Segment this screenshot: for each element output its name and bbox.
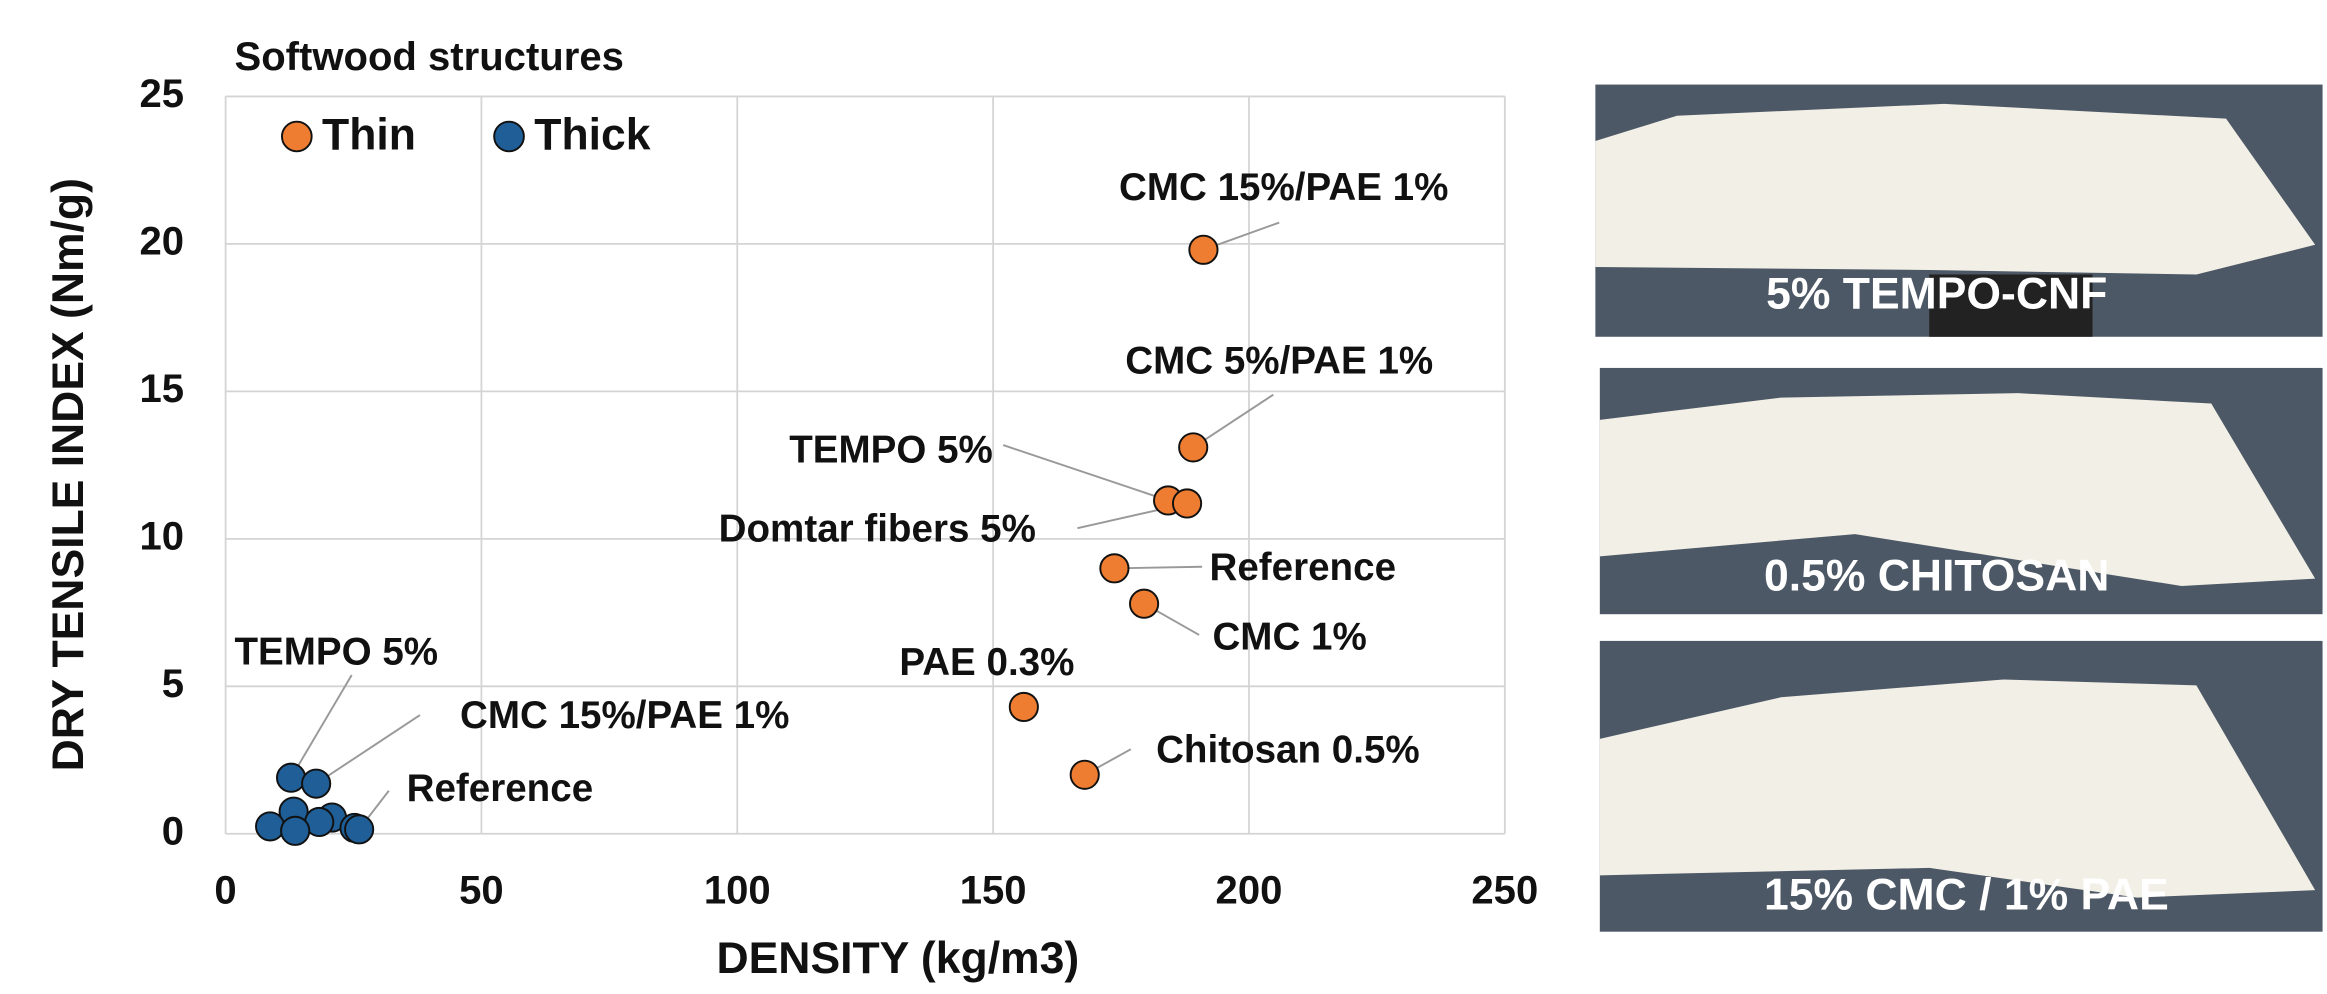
sample-sheet (1595, 104, 2315, 275)
point (345, 815, 373, 843)
y-tick-label: 5 (162, 662, 184, 706)
point (1010, 693, 1038, 721)
point (1071, 761, 1099, 789)
point (1173, 489, 1201, 517)
x-tick-label: 150 (960, 869, 1027, 913)
annotation: CMC 5%/PAE 1% (1125, 340, 1433, 383)
y-tick-label: 10 (139, 514, 184, 558)
annotation: CMC 15%/PAE 1% (1119, 166, 1448, 209)
leader-line (316, 715, 420, 784)
annotation: TEMPO 5% (789, 429, 993, 472)
legend-marker (494, 122, 524, 152)
point (302, 770, 330, 798)
annotation: PAE 0.3% (899, 641, 1074, 684)
legend-label: Thick (534, 111, 650, 160)
point (277, 764, 305, 792)
legend-marker (282, 122, 312, 152)
point (1130, 590, 1158, 618)
x-tick-label: 50 (459, 869, 504, 913)
annotation: CMC 1% (1212, 616, 1366, 659)
y-tick-label: 25 (139, 72, 184, 116)
photo-caption: 0.5% CHITOSAN (1764, 551, 2109, 600)
photo-caption: 15% CMC / 1% PAE (1764, 870, 2169, 919)
annotation: CMC 15%/PAE 1% (460, 694, 789, 737)
legend-label: Thin (322, 111, 416, 160)
point (1100, 554, 1128, 582)
annotation: Reference (1210, 546, 1397, 589)
annotation: Chitosan 0.5% (1156, 728, 1420, 771)
x-axis-label: DENSITY (kg/m3) (716, 934, 1079, 983)
leader-line (1003, 445, 1168, 500)
figure: Softwood structures DENSITY (kg/m3) DRY … (0, 0, 2327, 994)
photo-panel: 5% TEMPO-CNF 0.5% CHITOSAN 15% CMC / 1% … (1595, 85, 2322, 932)
y-tick-label: 15 (139, 367, 184, 411)
annotation: TEMPO 5% (234, 630, 438, 673)
x-tick-label: 100 (704, 869, 771, 913)
annotation: Domtar fibers 5% (719, 507, 1036, 550)
photo-caption: 5% TEMPO-CNF (1766, 269, 2107, 318)
point (281, 817, 309, 845)
leader-line (291, 675, 352, 778)
annotation: Reference (407, 767, 594, 810)
plot: 0 50 100 150 200 250 0 5 10 15 20 25 CMC 15%/PAE 1% C… (139, 72, 1538, 913)
y-tick-label: 0 (162, 809, 184, 853)
point (1189, 236, 1217, 264)
x-tick-label: 200 (1216, 869, 1283, 913)
y-axis-label: DRY TENSILE INDEX (Nm/g) (44, 178, 93, 771)
x-tick-label: 250 (1471, 869, 1538, 913)
x-tick-label: 0 (214, 869, 236, 913)
point (256, 812, 284, 840)
chart-title: Softwood structures (234, 35, 623, 79)
point (1179, 433, 1207, 461)
y-tick-label: 20 (139, 219, 184, 263)
